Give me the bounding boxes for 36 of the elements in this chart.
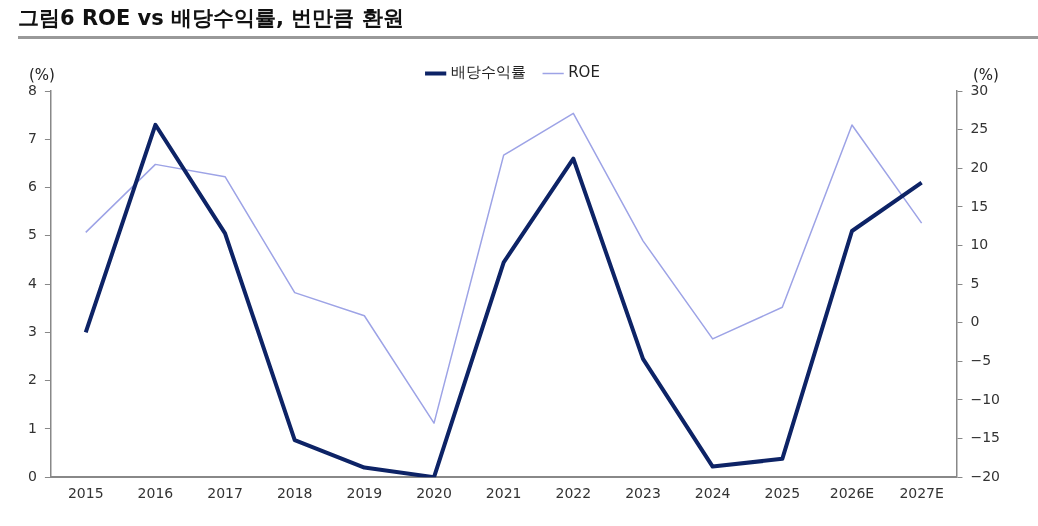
x-tick-label: 2027E [899, 485, 944, 502]
y2-tick-label: −5 [970, 351, 992, 368]
y2-tick-label: 0 [970, 313, 980, 330]
y2-axis-title: (%) [973, 65, 999, 84]
x-tick-label: 2015 [67, 485, 104, 502]
y2-tick-label: −15 [970, 429, 1000, 446]
y2-tick-label: 20 [970, 158, 989, 175]
chart-title: 그림6 ROE vs 배당수익률, 번만큼 환원 [18, 5, 404, 32]
y2-tick-label: 25 [970, 120, 989, 137]
y-tick-label: 2 [27, 371, 37, 388]
y-axis-title: (%) [29, 65, 55, 84]
y-tick-label: 7 [27, 129, 37, 146]
x-tick-label: 2025 [764, 485, 801, 502]
x-tick-label: 2021 [485, 485, 522, 502]
y2-tick-label: −20 [970, 467, 1000, 484]
x-tick-label: 2020 [416, 485, 452, 502]
x-tick-label: 2024 [694, 485, 731, 502]
y2-tick-label: 10 [970, 236, 989, 253]
y-tick-label: 4 [27, 274, 37, 291]
legend-label: ROE [568, 63, 600, 82]
y2-tick-label: 5 [970, 274, 980, 291]
y-tick-label: 3 [27, 323, 37, 340]
y-tick-label: 1 [27, 419, 37, 436]
y-tick-label: 0 [27, 467, 37, 484]
x-tick-label: 2026E [829, 485, 875, 502]
y2-tick-label: −10 [970, 390, 1000, 407]
x-tick-label: 2018 [276, 485, 313, 502]
y-tick-label: 6 [27, 178, 37, 195]
x-tick-label: 2022 [555, 485, 592, 502]
x-tick-label: 2019 [346, 485, 383, 502]
x-tick-label: 2017 [207, 485, 243, 502]
x-tick-label: 2016 [137, 485, 174, 502]
y-tick-label: 5 [27, 226, 37, 243]
legend-label: 배당수익률 [450, 63, 526, 82]
x-tick-label: 2023 [625, 485, 661, 502]
y2-tick-label: 15 [970, 197, 989, 214]
